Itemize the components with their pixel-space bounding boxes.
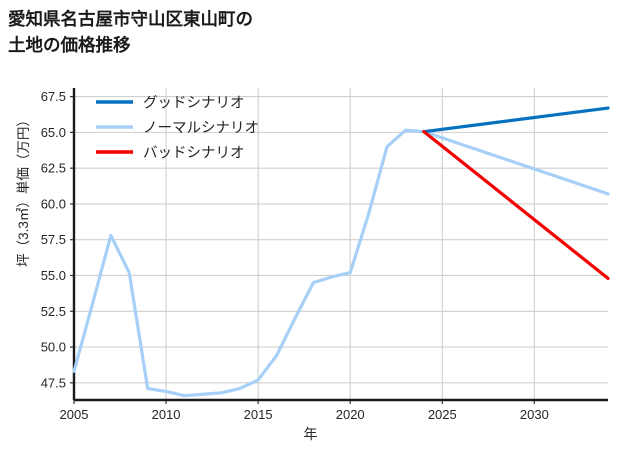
legend-label-1: ノーマルシナリオ: [143, 121, 259, 137]
series-line-バッドシナリオ: [422, 130, 610, 280]
y-axis-label: 坪（3.3㎡）単価（万円）: [16, 113, 31, 267]
y-axis-tick-label-7: 65.0: [41, 125, 66, 140]
x-axis-tick-label-5: 2030: [520, 407, 549, 422]
series-line-ノーマルシナリオ: [72, 128, 610, 398]
y-axis-tick-label-3: 55.0: [41, 268, 66, 283]
x-axis-tick-label-1: 2010: [152, 407, 181, 422]
x-axis-tick-label-2: 2015: [244, 407, 273, 422]
y-axis-tick-label-2: 52.5: [41, 304, 66, 319]
page-title: 愛知県名古屋市守山区東山町の 土地の価格推移: [8, 9, 253, 55]
legend-label-2: バッドシナリオ: [143, 146, 245, 162]
y-axis-tick-label-6: 62.5: [41, 161, 66, 176]
x-axis-tick-label-0: 2005: [60, 407, 89, 422]
y-axis-tick-label-0: 47.5: [41, 375, 66, 390]
x-axis-tick-label-3: 2020: [336, 407, 365, 422]
x-axis-label: 年: [303, 426, 318, 442]
y-axis-tick-label-4: 57.5: [41, 232, 66, 247]
y-axis-tick-label-1: 50.0: [41, 340, 66, 355]
series-line-グッドシナリオ: [422, 106, 610, 134]
y-axis-tick-label-5: 60.0: [41, 196, 66, 211]
plot-area: [74, 88, 608, 400]
y-axis-tick-label-8: 67.5: [41, 89, 66, 104]
legend-label-0: グッドシナリオ: [143, 95, 245, 112]
x-axis-tick-label-4: 2025: [428, 407, 457, 422]
